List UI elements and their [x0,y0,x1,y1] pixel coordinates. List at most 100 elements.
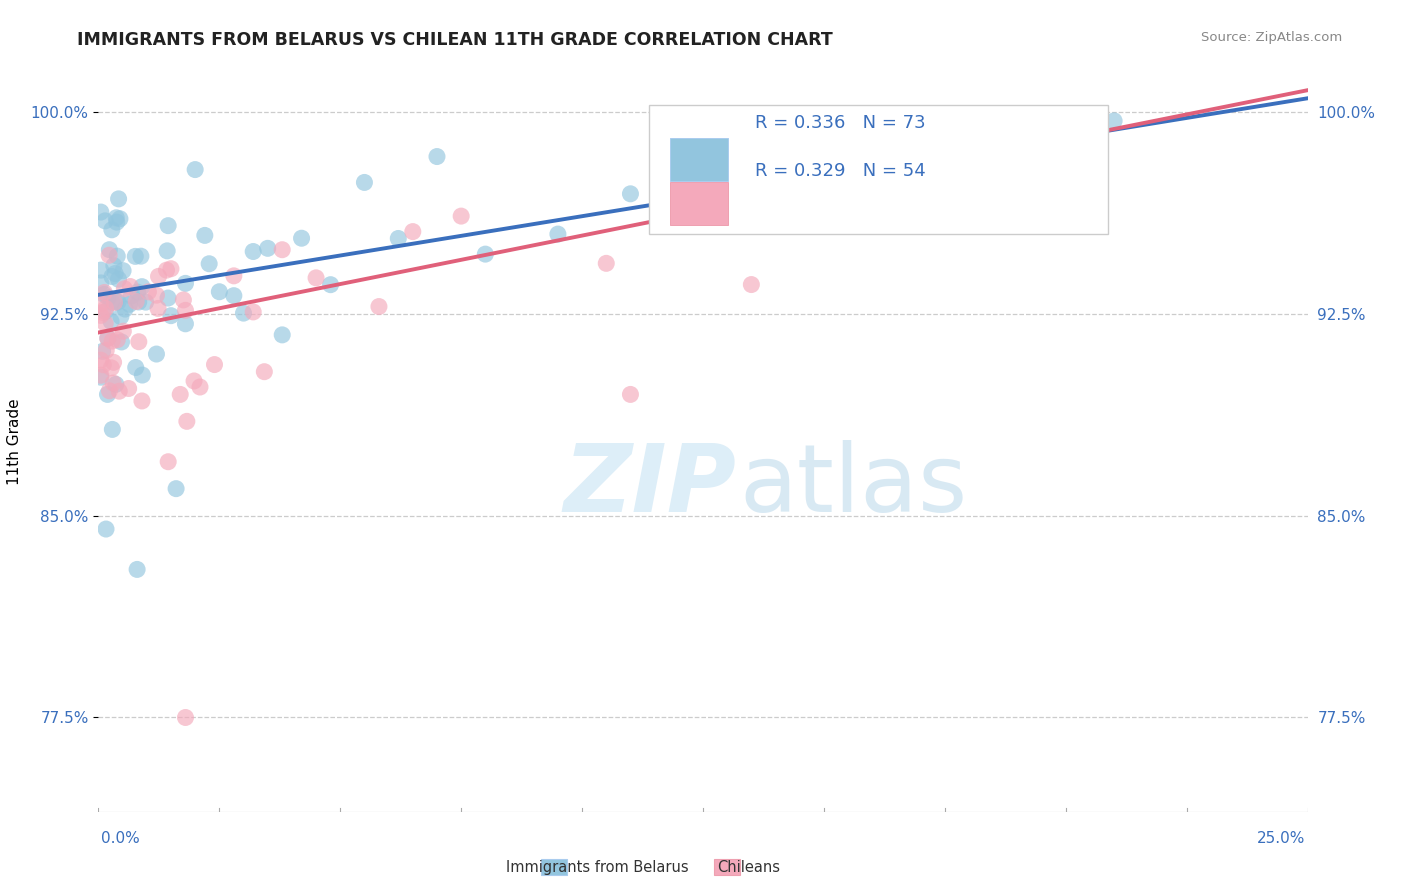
Point [169,387,191,401]
Point [94,304,117,318]
Point [100,295,122,310]
Point [90,309,112,323]
Point [157,291,180,305]
Point [104,377,127,392]
Point [135,295,157,310]
Point [387,231,409,245]
Point [253,365,276,379]
Point [90,370,112,384]
Point [131,393,153,408]
Point [105,211,128,225]
Point [90,297,112,311]
Point [1102,113,1125,128]
Point [194,228,217,243]
Point [93,287,115,301]
Point [131,368,153,382]
Text: 0.0%: 0.0% [101,831,141,846]
Point [112,282,135,296]
Point [105,215,128,229]
Point [198,257,221,271]
Point [242,305,264,319]
Point [368,300,391,314]
Point [94,301,117,316]
Point [100,360,122,375]
Point [90,353,112,368]
Point [125,360,148,375]
Point [222,268,245,283]
Point [107,272,129,286]
Point [156,244,179,258]
Point [450,209,472,223]
Point [174,710,197,724]
Point [117,382,139,396]
Point [105,333,128,347]
Point [242,244,264,259]
Text: IMMIGRANTS FROM BELARUS VS CHILEAN 11TH GRADE CORRELATION CHART: IMMIGRANTS FROM BELARUS VS CHILEAN 11TH … [77,31,834,49]
Point [90,276,112,290]
Point [90,263,112,277]
Point [91,344,114,359]
Text: R = 0.329   N = 54: R = 0.329 N = 54 [755,162,925,180]
Point [98,384,121,398]
Point [138,285,160,299]
Point [110,310,132,324]
Text: ZIP: ZIP [564,440,737,532]
Point [98,243,121,257]
Point [172,293,194,307]
Point [90,205,112,219]
Point [108,384,131,399]
Point [112,324,135,338]
Point [176,414,198,428]
Point [208,285,231,299]
Point [155,263,177,277]
Point [271,327,294,342]
Point [474,247,496,261]
Point [256,241,278,255]
Point [232,306,254,320]
Bar [714,859,740,875]
Point [222,288,245,302]
Point [105,249,128,263]
Point [319,277,342,292]
Point [174,303,197,318]
Text: atlas: atlas [740,440,967,532]
Point [886,130,908,145]
Point [148,269,170,284]
Point [107,192,129,206]
Point [146,301,169,316]
Point [104,294,127,309]
FancyBboxPatch shape [671,183,728,226]
Point [91,358,114,372]
Point [145,347,167,361]
Point [145,288,167,302]
Point [98,248,121,262]
Point [174,277,197,291]
Point [157,455,180,469]
Point [290,231,312,245]
Point [103,355,125,369]
Point [108,211,131,226]
Y-axis label: 11th Grade: 11th Grade [7,398,22,485]
Point [96,387,118,401]
Point [184,162,207,177]
Point [100,314,122,328]
Point [125,294,148,309]
Point [97,331,120,345]
Point [101,422,124,436]
Point [547,227,569,241]
Point [118,297,141,311]
Bar [541,859,567,875]
Point [740,277,762,292]
Point [101,334,124,348]
Point [174,317,197,331]
Point [120,279,142,293]
Point [127,285,149,299]
Point [103,259,125,273]
Point [97,291,120,305]
Point [124,249,146,263]
Point [97,331,120,345]
Point [740,130,762,145]
Point [353,176,375,190]
Text: R = 0.336   N = 73: R = 0.336 N = 73 [755,114,925,132]
Point [160,261,183,276]
